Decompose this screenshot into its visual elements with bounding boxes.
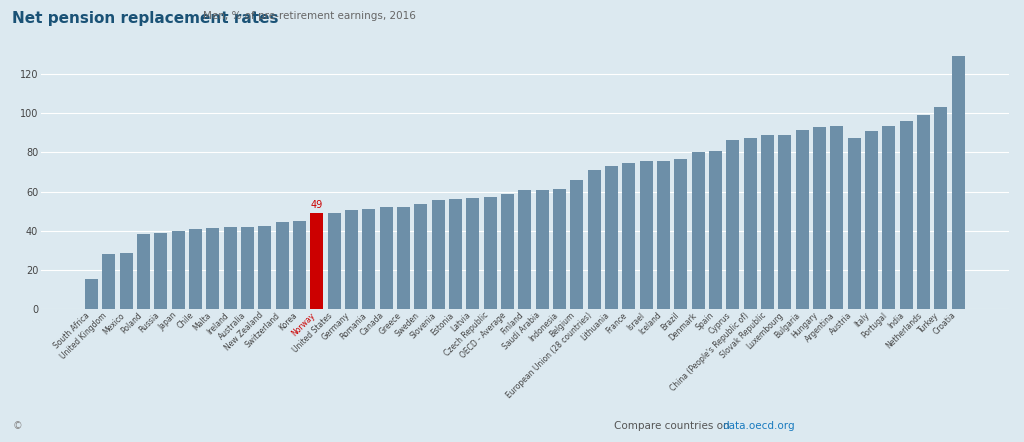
Bar	[726, 141, 739, 309]
Bar	[137, 233, 150, 309]
Bar	[623, 163, 635, 309]
Bar	[883, 126, 895, 309]
Bar	[155, 233, 167, 309]
Bar	[483, 197, 497, 309]
Bar	[588, 170, 601, 309]
Bar	[102, 254, 116, 309]
Bar	[640, 161, 652, 309]
Bar	[709, 151, 722, 309]
Bar	[345, 210, 358, 309]
Bar	[570, 180, 584, 309]
Bar	[743, 138, 757, 309]
Text: 49: 49	[310, 200, 323, 210]
Text: Compare countries on: Compare countries on	[614, 421, 733, 431]
Bar	[691, 152, 705, 309]
Bar	[466, 198, 479, 309]
Bar	[518, 190, 531, 309]
Bar	[934, 107, 947, 309]
Bar	[813, 127, 826, 309]
Bar	[432, 200, 444, 309]
Bar	[380, 207, 392, 309]
Bar	[951, 56, 965, 309]
Bar	[310, 213, 324, 309]
Bar	[501, 194, 514, 309]
Bar	[848, 138, 860, 309]
Text: Men, % of pre-retirement earnings, 2016: Men, % of pre-retirement earnings, 2016	[203, 11, 416, 21]
Bar	[120, 253, 133, 309]
Bar	[189, 229, 202, 309]
Bar	[830, 126, 844, 309]
Text: data.oecd.org: data.oecd.org	[722, 421, 795, 431]
Text: Net pension replacement rates: Net pension replacement rates	[12, 11, 279, 26]
Bar	[397, 207, 410, 309]
Bar	[605, 166, 617, 309]
Bar	[916, 115, 930, 309]
Bar	[761, 135, 774, 309]
Bar	[241, 227, 254, 309]
Bar	[553, 189, 566, 309]
Bar	[657, 161, 670, 309]
Bar	[206, 228, 219, 309]
Bar	[900, 121, 912, 309]
Bar	[536, 190, 549, 309]
Bar	[172, 231, 184, 309]
Bar	[778, 134, 792, 309]
Bar	[675, 159, 687, 309]
Text: ©: ©	[12, 421, 23, 431]
Bar	[362, 209, 375, 309]
Bar	[293, 221, 306, 309]
Bar	[85, 279, 98, 309]
Bar	[415, 204, 427, 309]
Bar	[865, 131, 878, 309]
Bar	[258, 226, 271, 309]
Bar	[223, 228, 237, 309]
Bar	[275, 222, 289, 309]
Bar	[449, 199, 462, 309]
Bar	[328, 213, 341, 309]
Bar	[796, 130, 809, 309]
